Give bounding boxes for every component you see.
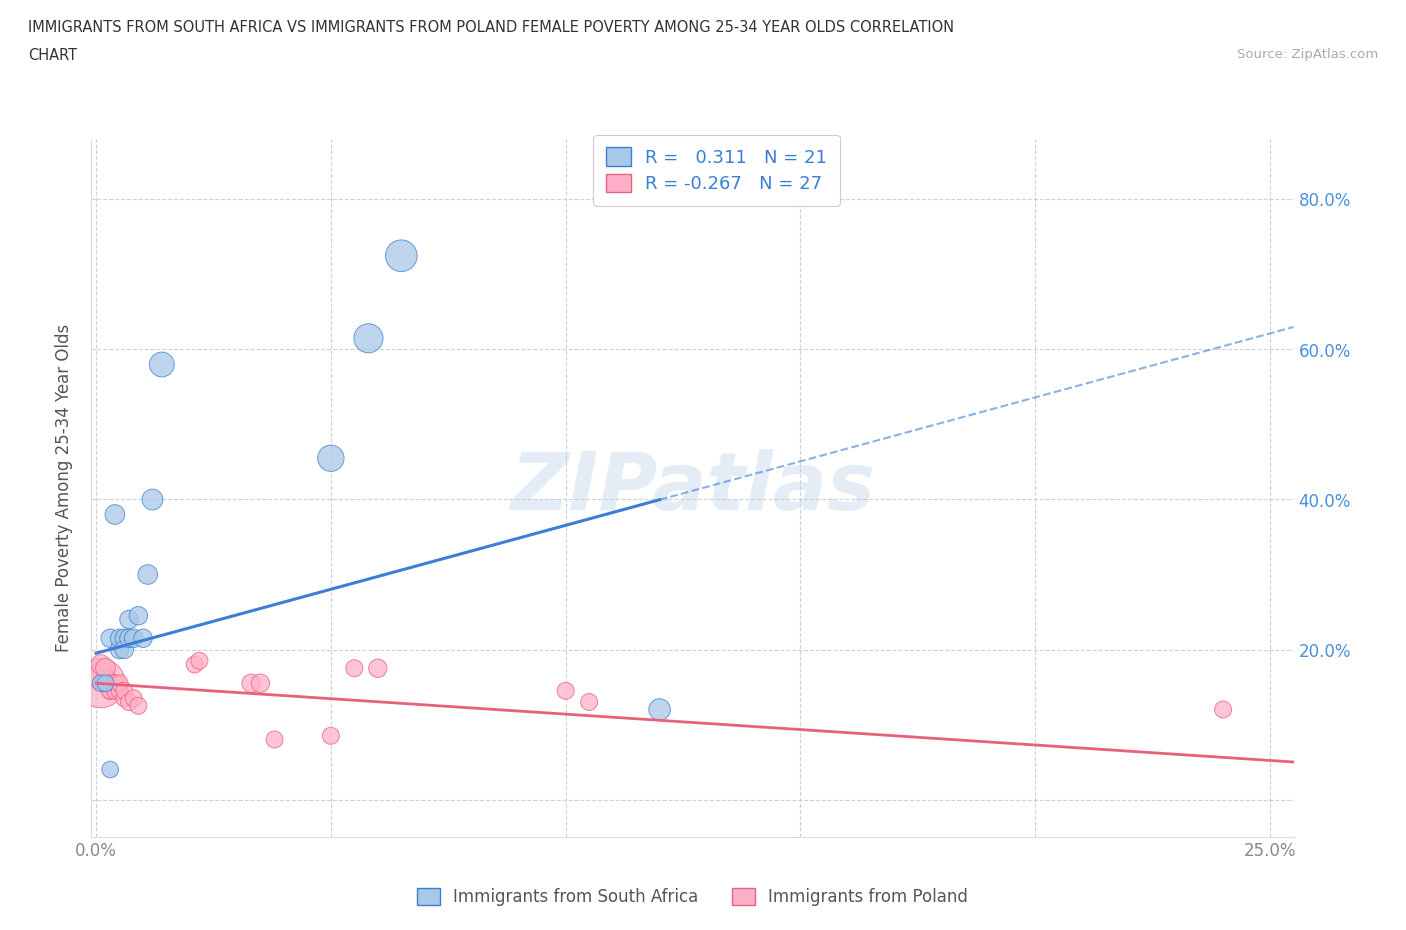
Point [319, 451, 342, 466]
Point [98, 762, 121, 777]
Point [98, 676, 121, 691]
Text: IMMIGRANTS FROM SOUTH AFRICA VS IMMIGRANTS FROM POLAND FEMALE POVERTY AMONG 25-3: IMMIGRANTS FROM SOUTH AFRICA VS IMMIGRAN… [28, 20, 955, 35]
Point [104, 676, 127, 691]
Point [94, 676, 117, 691]
Point [98, 684, 121, 698]
Point [122, 691, 145, 706]
Point [94, 676, 117, 691]
Point [98, 684, 121, 698]
Point [357, 331, 380, 346]
Point [136, 567, 159, 582]
Point [122, 631, 145, 645]
Point [1212, 702, 1234, 717]
Point [127, 608, 149, 623]
Point [648, 702, 671, 717]
Point [104, 684, 127, 698]
Point [108, 631, 131, 645]
Point [578, 695, 600, 710]
Point [108, 684, 131, 698]
Point [108, 642, 131, 657]
Point [343, 661, 366, 676]
Point [112, 631, 135, 645]
Point [319, 728, 342, 743]
Point [112, 691, 135, 706]
Point [90, 669, 112, 684]
Point [112, 684, 135, 698]
Point [389, 248, 412, 263]
Point [141, 492, 163, 507]
Point [104, 507, 127, 522]
Point [367, 661, 389, 676]
Point [554, 684, 576, 698]
Point [90, 676, 112, 691]
Point [183, 658, 205, 672]
Point [94, 672, 117, 687]
Point [188, 653, 211, 668]
Point [94, 661, 117, 676]
Legend: Immigrants from South Africa, Immigrants from Poland: Immigrants from South Africa, Immigrants… [411, 881, 974, 912]
Point [150, 357, 173, 372]
Point [90, 676, 112, 691]
Point [108, 676, 131, 691]
Point [263, 732, 285, 747]
Point [118, 695, 141, 710]
Point [90, 658, 112, 672]
Point [118, 612, 141, 627]
Point [118, 631, 141, 645]
Y-axis label: Female Poverty Among 25-34 Year Olds: Female Poverty Among 25-34 Year Olds [55, 325, 73, 652]
Point [98, 631, 121, 645]
Point [240, 676, 263, 691]
Text: ZIPatlas: ZIPatlas [510, 449, 875, 527]
Point [127, 698, 149, 713]
Point [249, 676, 271, 691]
Point [112, 642, 135, 657]
Text: CHART: CHART [28, 48, 77, 63]
Text: Source: ZipAtlas.com: Source: ZipAtlas.com [1237, 48, 1378, 61]
Point [132, 631, 155, 645]
